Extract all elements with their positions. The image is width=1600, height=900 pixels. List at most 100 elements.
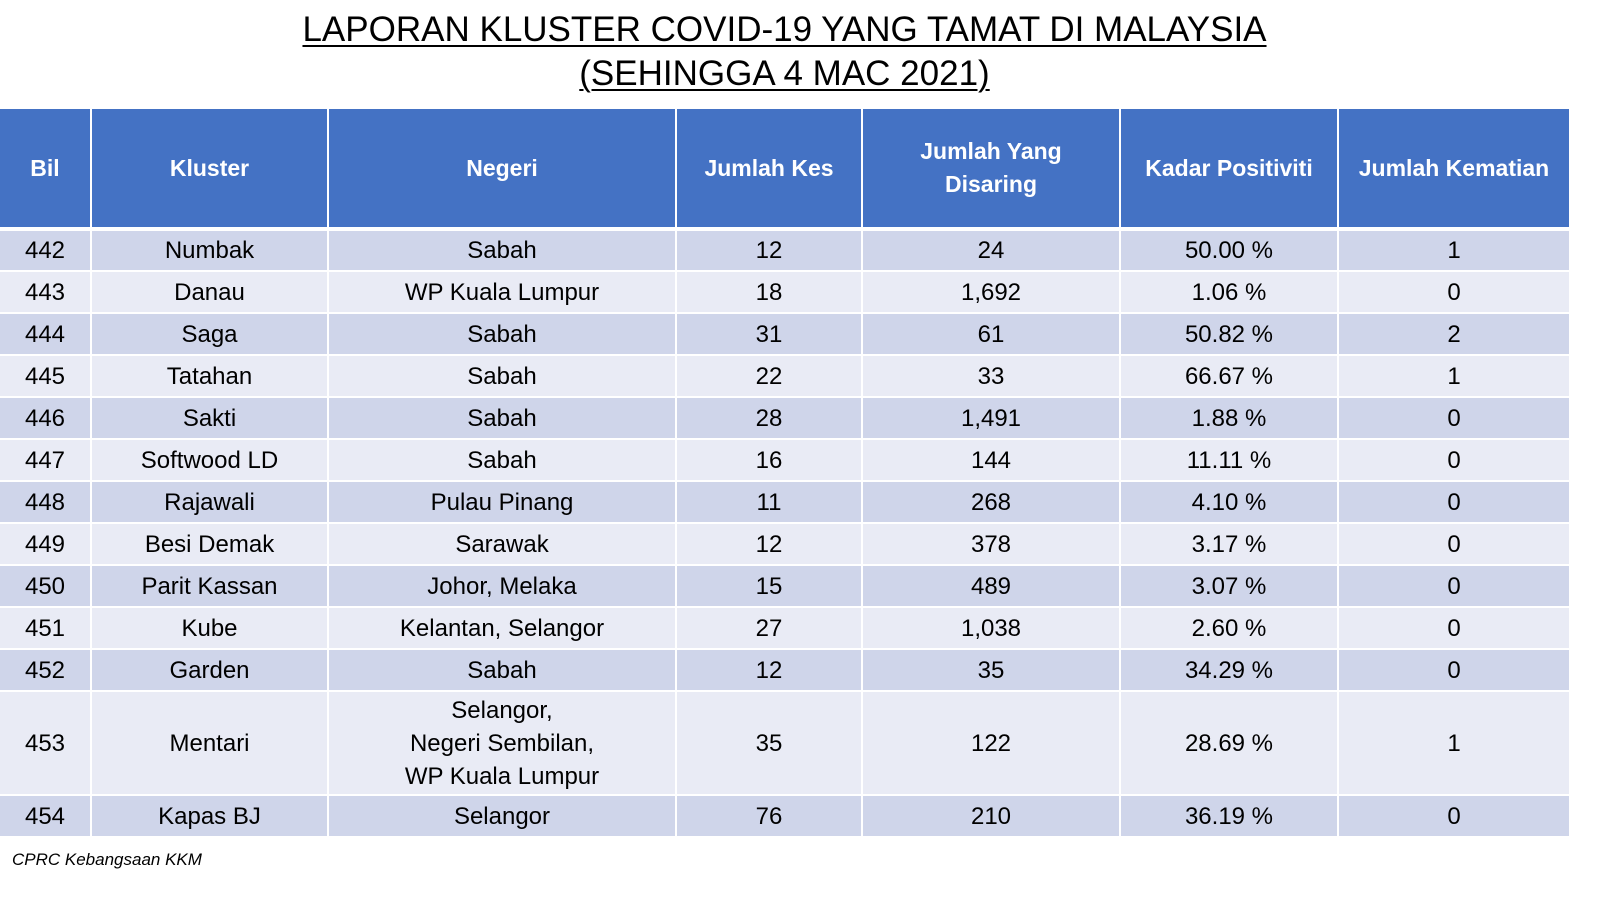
cell-jumlah-kematian: 0 <box>1337 396 1569 440</box>
cell-bil: 445 <box>0 354 92 398</box>
cell-jumlah-kematian: 2 <box>1337 312 1569 356</box>
table-row: 445 Tatahan Sabah 22 33 66.67 % 1 <box>0 354 1569 398</box>
cell-negeri: Sabah <box>327 648 677 692</box>
cell-jumlah-disaring: 268 <box>861 480 1121 524</box>
cell-kadar-positiviti: 34.29 % <box>1119 648 1339 692</box>
cell-negeri: Pulau Pinang <box>327 480 677 524</box>
cell-negeri: Selangor, Negeri Sembilan, WP Kuala Lumpur <box>327 690 677 796</box>
cell-negeri: WP Kuala Lumpur <box>327 270 677 314</box>
cell-jumlah-kematian: 0 <box>1337 648 1569 692</box>
header-negeri: Negeri <box>327 109 677 231</box>
negeri-line: Sabah <box>467 446 537 474</box>
cell-jumlah-kes: 12 <box>675 522 863 566</box>
cell-jumlah-kes: 18 <box>675 270 863 314</box>
cell-kadar-positiviti: 2.60 % <box>1119 606 1339 650</box>
cell-negeri: Johor, Melaka <box>327 564 677 608</box>
negeri-line: Sabah <box>467 656 537 684</box>
cell-jumlah-kes: 12 <box>675 228 863 272</box>
table-row: 442 Numbak Sabah 12 24 50.00 % 1 <box>0 228 1569 272</box>
cell-jumlah-disaring: 35 <box>861 648 1121 692</box>
cell-jumlah-kematian: 1 <box>1337 228 1569 272</box>
cell-kluster: Kube <box>90 606 329 650</box>
cell-jumlah-disaring: 122 <box>861 690 1121 796</box>
header-row: Bil Kluster Negeri Jumlah Kes Jumlah Yan… <box>0 109 1569 231</box>
cell-jumlah-kes: 11 <box>675 480 863 524</box>
cell-kadar-positiviti: 28.69 % <box>1119 690 1339 796</box>
cell-kadar-positiviti: 1.88 % <box>1119 396 1339 440</box>
cell-kadar-positiviti: 3.07 % <box>1119 564 1339 608</box>
cell-kluster: Mentari <box>90 690 329 796</box>
cell-jumlah-kematian: 0 <box>1337 270 1569 314</box>
cell-jumlah-kes: 31 <box>675 312 863 356</box>
cell-jumlah-disaring: 144 <box>861 438 1121 482</box>
cell-kadar-positiviti: 1.06 % <box>1119 270 1339 314</box>
cell-kluster: Besi Demak <box>90 522 329 566</box>
cell-kluster: Kapas BJ <box>90 794 329 838</box>
table-row: 454 Kapas BJ Selangor 76 210 36.19 % 0 <box>0 794 1569 838</box>
cell-kadar-positiviti: 36.19 % <box>1119 794 1339 838</box>
cell-kadar-positiviti: 4.10 % <box>1119 480 1339 524</box>
negeri-line: WP Kuala Lumpur <box>404 278 600 306</box>
title-line-2: (SEHINGGA 4 MAC 2021) <box>579 54 990 93</box>
cell-jumlah-kematian: 1 <box>1337 690 1569 796</box>
cell-jumlah-disaring: 1,491 <box>861 396 1121 440</box>
cell-bil: 452 <box>0 648 92 692</box>
cell-jumlah-kematian: 0 <box>1337 606 1569 650</box>
negeri-line: WP Kuala Lumpur <box>404 762 600 790</box>
cell-jumlah-disaring: 1,692 <box>861 270 1121 314</box>
cell-jumlah-disaring: 1,038 <box>861 606 1121 650</box>
negeri-line: Selangor, <box>451 696 553 724</box>
cell-bil: 447 <box>0 438 92 482</box>
cell-bil: 449 <box>0 522 92 566</box>
header-jumlah-disaring-line-1: Jumlah Yang <box>920 138 1062 164</box>
cell-kluster: Parit Kassan <box>90 564 329 608</box>
cell-jumlah-disaring: 210 <box>861 794 1121 838</box>
negeri-line: Negeri Sembilan, <box>409 729 595 757</box>
cell-jumlah-disaring: 33 <box>861 354 1121 398</box>
cell-negeri: Sarawak <box>327 522 677 566</box>
cell-jumlah-kes: 28 <box>675 396 863 440</box>
cell-jumlah-disaring: 24 <box>861 228 1121 272</box>
cell-kadar-positiviti: 50.00 % <box>1119 228 1339 272</box>
cell-jumlah-kes: 27 <box>675 606 863 650</box>
page-title: LAPORAN KLUSTER COVID-19 YANG TAMAT DI M… <box>0 8 1569 96</box>
table-body: 442 Numbak Sabah 12 24 50.00 % 1 443 Danau WP Kua… <box>0 228 1569 838</box>
table-row: 443 Danau WP Kuala Lumpur 18 1,692 1.06 % 0 <box>0 270 1569 314</box>
negeri-line: Sarawak <box>455 530 549 558</box>
cell-bil: 451 <box>0 606 92 650</box>
cell-kadar-positiviti: 50.82 % <box>1119 312 1339 356</box>
cell-jumlah-kematian: 1 <box>1337 354 1569 398</box>
negeri-line: Selangor <box>453 802 551 830</box>
negeri-line: Sabah <box>467 237 537 264</box>
cell-kluster: Rajawali <box>90 480 329 524</box>
cluster-table: Bil Kluster Negeri Jumlah Kes Jumlah Yan… <box>0 109 1569 838</box>
header-jumlah-disaring: Jumlah Yang Disaring <box>861 109 1121 231</box>
table-row: 451 Kube Kelantan, Selangor 27 1,038 2.60 % 0 <box>0 606 1569 650</box>
source-note: CPRC Kebangsaan KKM <box>12 850 202 869</box>
header-jumlah-kes: Jumlah Kes <box>675 109 863 231</box>
cell-jumlah-kematian: 0 <box>1337 438 1569 482</box>
cell-kluster: Tatahan <box>90 354 329 398</box>
cell-negeri: Kelantan, Selangor <box>327 606 677 650</box>
cell-jumlah-kes: 35 <box>675 690 863 796</box>
header-jumlah-kematian: Jumlah Kematian <box>1337 109 1569 231</box>
table-row: 453 Mentari Selangor, Negeri Sembilan, WP Ku… <box>0 690 1569 796</box>
table-row: 448 Rajawali Pulau Pinang 11 268 4.10 % 0 <box>0 480 1569 524</box>
negeri-line: Pulau Pinang <box>430 488 574 516</box>
cell-negeri: Sabah <box>327 396 677 440</box>
cell-bil: 454 <box>0 794 92 838</box>
cell-jumlah-kes: 16 <box>675 438 863 482</box>
cell-jumlah-kes: 22 <box>675 354 863 398</box>
table-row: 450 Parit Kassan Johor, Melaka 15 489 3.07 % 0 <box>0 564 1569 608</box>
table-row: 446 Sakti Sabah 28 1,491 1.88 % 0 <box>0 396 1569 440</box>
header-bil: Bil <box>0 109 92 231</box>
cell-kadar-positiviti: 3.17 % <box>1119 522 1339 566</box>
cell-jumlah-disaring: 378 <box>861 522 1121 566</box>
cell-jumlah-kes: 76 <box>675 794 863 838</box>
cell-bil: 443 <box>0 270 92 314</box>
cell-bil: 448 <box>0 480 92 524</box>
title-line-1: LAPORAN KLUSTER COVID-19 YANG TAMAT DI M… <box>302 10 1267 49</box>
cell-jumlah-kematian: 0 <box>1337 564 1569 608</box>
header-jumlah-disaring-line-2: Disaring <box>944 171 1038 197</box>
table-row: 444 Saga Sabah 31 61 50.82 % 2 <box>0 312 1569 356</box>
